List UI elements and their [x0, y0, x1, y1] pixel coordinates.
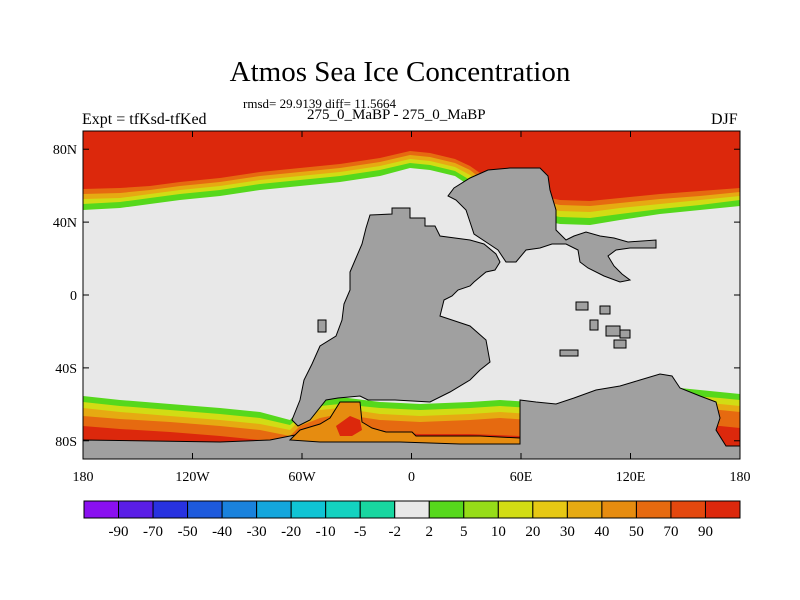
lat-label: 0: [70, 289, 77, 304]
colorbar-label: 40: [594, 524, 609, 540]
colorbar-box: [497, 500, 534, 519]
colorbar-box: [83, 500, 120, 519]
colorbar-box: [359, 500, 396, 519]
colorbar-box: [463, 500, 499, 519]
colorbar-box: [566, 500, 603, 519]
colorbar-label: 2: [426, 524, 434, 540]
colorbar-box: [256, 500, 292, 519]
lat-label: 80S: [55, 435, 77, 450]
colorbar-label: 10: [491, 524, 506, 540]
island: [613, 339, 627, 349]
colorbar-box: [635, 500, 672, 519]
colorbar-box: [152, 500, 189, 519]
colorbar-box: [187, 500, 223, 519]
colorbar-box: [704, 500, 741, 519]
colorbar-label: 70: [663, 524, 678, 540]
colorbar-label: -30: [247, 524, 267, 540]
colorbar-box: [428, 500, 465, 519]
colorbar-label: -5: [354, 524, 367, 540]
season-label: DJF: [711, 111, 738, 128]
colorbar-box: [394, 500, 430, 519]
lon-label: 180: [73, 470, 94, 485]
colorbar-label: -40: [212, 524, 232, 540]
map-field: [83, 131, 740, 459]
stats-label: rmsd= 29.9139 diff= 11.5664: [243, 96, 396, 111]
colorbar-label: 50: [629, 524, 644, 540]
lat-label: 40N: [53, 216, 77, 231]
experiment-label: Expt = tfKsd-tfKed: [82, 111, 207, 128]
colorbar-label: -70: [143, 524, 163, 540]
colorbar-box: [290, 500, 327, 519]
land-west: [291, 207, 501, 427]
island: [619, 329, 631, 339]
colorbar-box: [118, 500, 154, 519]
island: [559, 349, 579, 357]
land-masses: [83, 167, 740, 459]
colorbar-label: -10: [316, 524, 336, 540]
lat-label: 80N: [53, 143, 77, 158]
island: [575, 301, 589, 311]
island: [599, 305, 611, 315]
latitude-axis: 80N 40N 0 40S 80S: [53, 143, 740, 450]
colorbar: -90 -70 -50 -40 -30 -20 -10 -5 -2 2 5 10 20 30 40 50 70 9…: [83, 500, 741, 540]
island: [589, 319, 599, 331]
island: [317, 319, 327, 333]
lon-label: 0: [408, 470, 415, 485]
lon-label: 60E: [510, 470, 533, 485]
colorbar-label: -90: [109, 524, 129, 540]
lon-label: 120E: [616, 470, 646, 485]
north-ice-bands: [83, 131, 740, 225]
colorbar-label: -20: [281, 524, 301, 540]
lon-label: 120W: [175, 470, 210, 485]
colorbar-box: [221, 500, 258, 519]
lon-label: 180: [730, 470, 751, 485]
colorbar-box: [670, 500, 706, 519]
plot-title: Atmos Sea Ice Concentration: [229, 56, 571, 88]
lat-label: 40S: [55, 362, 77, 377]
colorbar-label: 90: [698, 524, 713, 540]
longitude-axis: 180 120W 60W 0 60E 120E 180: [73, 131, 751, 485]
colorbar-box: [325, 500, 361, 519]
ice-shelf: [288, 401, 521, 445]
island: [605, 325, 621, 337]
colorbar-label: -50: [178, 524, 198, 540]
colorbar-label: 5: [460, 524, 468, 540]
colorbar-label: -2: [388, 524, 401, 540]
subtitle: 275_0_MaBP - 275_0_MaBP: [307, 107, 486, 123]
land-north: [447, 167, 657, 283]
colorbar-label: 20: [525, 524, 540, 540]
colorbar-label: 30: [560, 524, 575, 540]
colorbar-box: [601, 500, 637, 519]
lon-label: 60W: [288, 470, 316, 485]
colorbar-box: [532, 500, 568, 519]
